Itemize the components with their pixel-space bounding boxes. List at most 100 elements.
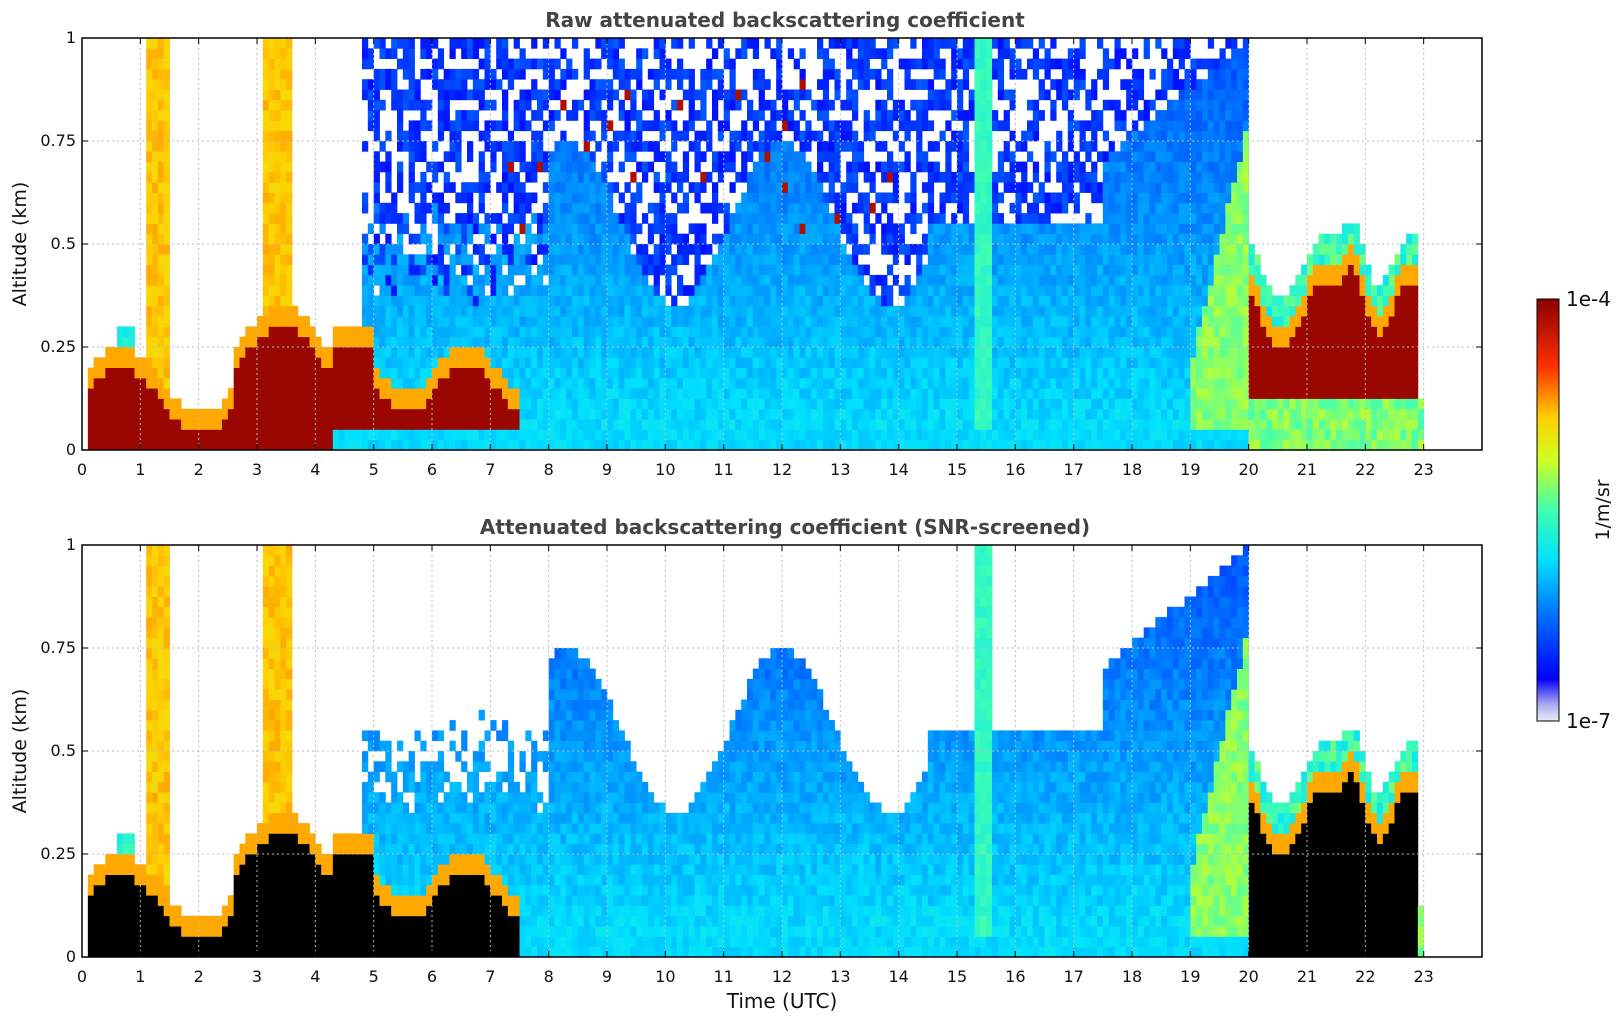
heatmap-cell: [554, 429, 561, 441]
heatmap-cell: [461, 388, 468, 399]
heatmap-cell: [1044, 439, 1051, 451]
heatmap-cell: [455, 120, 462, 132]
heatmap-cell: [939, 130, 946, 142]
heatmap-cell: [968, 347, 975, 358]
heatmap-cell: [671, 161, 678, 173]
heatmap-cell: [945, 151, 952, 162]
heatmap-cell: [1062, 89, 1069, 101]
heatmap-cell: [817, 244, 824, 255]
heatmap-cell: [682, 233, 690, 245]
heatmap-cell: [280, 151, 287, 162]
heatmap-cell: [408, 295, 415, 307]
heatmap-cell: [233, 357, 240, 368]
heatmap-cell: [1097, 68, 1104, 80]
heatmap-cell: [735, 316, 742, 327]
heatmap-cell: [542, 89, 550, 101]
heatmap-cell: [379, 38, 386, 49]
heatmap-cell: [152, 213, 159, 224]
heatmap-cell: [1091, 79, 1098, 90]
heatmap-cell: [1114, 274, 1121, 286]
heatmap-cell: [1056, 285, 1063, 296]
heatmap-cell: [373, 429, 380, 441]
heatmap-cell: [1027, 408, 1034, 420]
heatmap-cell: [817, 223, 824, 235]
heatmap-cell: [397, 141, 404, 152]
heatmap-cell: [717, 316, 725, 327]
heatmap-cell: [712, 89, 719, 101]
heatmap-cell: [408, 326, 415, 338]
heatmap-cell: [671, 419, 678, 430]
heatmap-cell: [397, 429, 404, 441]
heatmap-cell: [432, 38, 439, 49]
heatmap-cell: [402, 48, 410, 59]
heatmap-cell: [157, 326, 165, 338]
heatmap-cell: [764, 202, 771, 214]
heatmap-cell: [414, 357, 421, 368]
heatmap-cell: [1108, 223, 1115, 235]
heatmap-cell: [286, 347, 293, 358]
heatmap-cell: [782, 171, 789, 183]
heatmap-cell: [362, 439, 369, 451]
heatmap-cell: [962, 68, 970, 80]
heatmap-cell: [1050, 357, 1057, 368]
heatmap-cell: [875, 357, 882, 368]
heatmap-cell: [502, 285, 509, 296]
heatmap-cell: [1015, 141, 1022, 152]
heatmap-cell: [163, 130, 170, 142]
heatmap-cell: [152, 254, 159, 265]
heatmap-cell: [146, 264, 153, 276]
heatmap-cell: [1132, 398, 1139, 410]
heatmap-cell: [665, 110, 672, 121]
heatmap-cell: [163, 367, 170, 379]
heatmap-cell: [1032, 110, 1040, 121]
heatmap-cell: [846, 274, 853, 286]
heatmap-cell: [916, 347, 923, 358]
heatmap-cell: [892, 244, 900, 255]
heatmap-cell: [793, 408, 800, 420]
heatmap-cell: [904, 68, 911, 80]
heatmap-cell: [887, 305, 894, 317]
heatmap-cell: [682, 171, 690, 183]
heatmap-cell: [659, 439, 666, 451]
heatmap-cell: [799, 192, 806, 204]
heatmap-cell: [817, 161, 824, 173]
heatmap-cell: [653, 285, 660, 296]
heatmap-cell: [764, 295, 771, 307]
heatmap-cell: [834, 141, 841, 152]
heatmap-cell: [677, 99, 684, 111]
heatmap-cell: [542, 233, 550, 245]
heatmap-cell: [636, 367, 643, 379]
heatmap-cell: [292, 398, 299, 410]
heatmap-cell: [758, 254, 765, 265]
heatmap-cell: [175, 408, 182, 420]
heatmap-cell: [548, 419, 555, 430]
heatmap-cell: [472, 398, 480, 410]
heatmap-cell: [665, 305, 672, 317]
heatmap-cell: [787, 151, 795, 162]
heatmap-cell: [414, 130, 421, 142]
heatmap-cell: [455, 336, 462, 348]
heatmap-cell: [1038, 244, 1045, 255]
heatmap-cell: [455, 439, 462, 451]
heatmap-cell: [927, 120, 935, 132]
heatmap-cell: [805, 130, 812, 142]
heatmap-cell: [951, 388, 958, 399]
heatmap-cell: [461, 223, 468, 235]
heatmap-cell: [712, 336, 719, 348]
heatmap-cell: [968, 233, 975, 245]
heatmap-cell: [968, 408, 975, 420]
heatmap-cell: [700, 439, 707, 451]
heatmap-cell: [589, 171, 596, 183]
heatmap-cell: [770, 110, 777, 121]
heatmap-cell: [385, 79, 392, 90]
heatmap-cell: [152, 130, 159, 142]
heatmap-cell: [1067, 429, 1075, 441]
heatmap-cell: [1015, 367, 1022, 379]
heatmap-cell: [677, 377, 684, 389]
heatmap-cell: [653, 151, 660, 162]
heatmap-cell: [910, 419, 917, 430]
heatmap-cell: [420, 408, 427, 420]
heatmap-cell: [502, 377, 509, 389]
heatmap-cell: [157, 419, 165, 430]
heatmap-cell: [951, 398, 958, 410]
